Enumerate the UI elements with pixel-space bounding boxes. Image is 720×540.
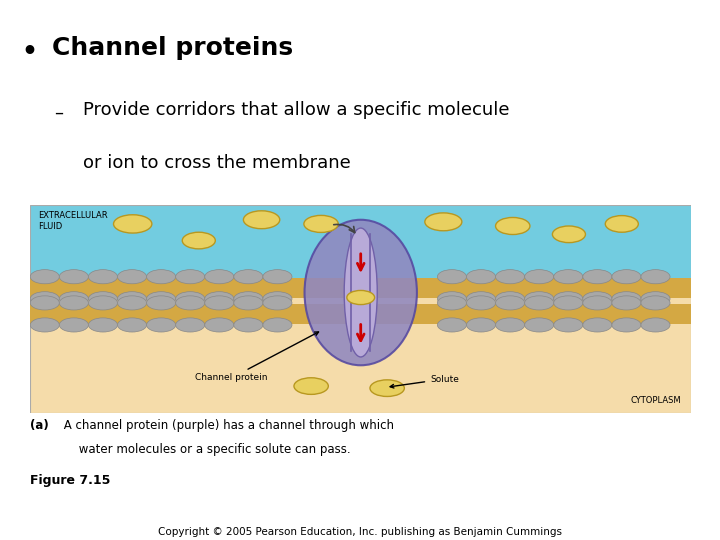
Ellipse shape (525, 296, 554, 310)
Polygon shape (30, 205, 691, 293)
Polygon shape (30, 304, 691, 323)
Ellipse shape (344, 228, 377, 357)
Ellipse shape (495, 269, 525, 284)
Ellipse shape (641, 296, 670, 310)
Ellipse shape (234, 296, 263, 310)
Ellipse shape (612, 296, 641, 310)
Ellipse shape (30, 296, 59, 310)
Ellipse shape (606, 215, 639, 232)
Ellipse shape (554, 292, 582, 306)
Ellipse shape (294, 378, 328, 394)
Ellipse shape (437, 269, 467, 284)
Text: or ion to cross the membrane: or ion to cross the membrane (83, 154, 351, 172)
Ellipse shape (89, 318, 117, 332)
Text: Channel protein: Channel protein (196, 332, 318, 382)
Ellipse shape (582, 292, 612, 306)
Ellipse shape (612, 292, 641, 306)
Ellipse shape (467, 292, 495, 306)
Ellipse shape (117, 292, 147, 306)
Ellipse shape (525, 269, 554, 284)
Ellipse shape (30, 269, 59, 284)
Ellipse shape (495, 296, 525, 310)
Ellipse shape (114, 215, 152, 233)
Ellipse shape (204, 318, 234, 332)
Text: Channel proteins: Channel proteins (52, 36, 293, 60)
Text: Copyright © 2005 Pearson Education, Inc. publishing as Benjamin Cummings: Copyright © 2005 Pearson Education, Inc.… (158, 527, 562, 537)
Ellipse shape (204, 296, 234, 310)
Ellipse shape (525, 318, 554, 332)
Ellipse shape (89, 292, 117, 306)
Ellipse shape (612, 269, 641, 284)
Ellipse shape (554, 318, 582, 332)
Ellipse shape (117, 269, 147, 284)
Ellipse shape (467, 296, 495, 310)
Ellipse shape (425, 213, 462, 231)
Ellipse shape (263, 296, 292, 310)
Ellipse shape (117, 318, 147, 332)
Text: –: – (54, 104, 63, 122)
Text: CYTOPLASM: CYTOPLASM (631, 396, 681, 405)
Text: water molecules or a specific solute can pass.: water molecules or a specific solute can… (60, 443, 351, 456)
Ellipse shape (59, 318, 89, 332)
Ellipse shape (641, 318, 670, 332)
Ellipse shape (467, 269, 495, 284)
Ellipse shape (147, 269, 176, 284)
Ellipse shape (552, 226, 585, 242)
Ellipse shape (234, 269, 263, 284)
Ellipse shape (554, 269, 582, 284)
Ellipse shape (176, 296, 204, 310)
Ellipse shape (263, 269, 292, 284)
Ellipse shape (467, 318, 495, 332)
Text: Figure 7.15: Figure 7.15 (30, 474, 111, 487)
Ellipse shape (495, 292, 525, 306)
Ellipse shape (582, 269, 612, 284)
Ellipse shape (437, 296, 467, 310)
Ellipse shape (612, 318, 641, 332)
Ellipse shape (305, 220, 417, 365)
Ellipse shape (304, 215, 338, 232)
Ellipse shape (147, 318, 176, 332)
Ellipse shape (30, 318, 59, 332)
Text: EXTRACELLULAR
FLUID: EXTRACELLULAR FLUID (38, 212, 108, 231)
Text: Solute: Solute (390, 375, 459, 388)
Text: (a): (a) (30, 419, 49, 432)
Polygon shape (30, 278, 691, 298)
Ellipse shape (89, 296, 117, 310)
Ellipse shape (59, 269, 89, 284)
Ellipse shape (176, 292, 204, 306)
Ellipse shape (437, 318, 467, 332)
Ellipse shape (204, 269, 234, 284)
Ellipse shape (176, 318, 204, 332)
Ellipse shape (147, 292, 176, 306)
Text: A channel protein (purple) has a channel through which: A channel protein (purple) has a channel… (60, 419, 394, 432)
Ellipse shape (582, 318, 612, 332)
Ellipse shape (59, 292, 89, 306)
Ellipse shape (89, 269, 117, 284)
Text: •: • (22, 40, 37, 64)
Ellipse shape (182, 232, 215, 249)
Ellipse shape (243, 211, 280, 229)
Ellipse shape (641, 269, 670, 284)
Ellipse shape (347, 291, 374, 305)
Ellipse shape (147, 296, 176, 310)
Ellipse shape (641, 292, 670, 306)
Ellipse shape (554, 296, 582, 310)
Ellipse shape (176, 269, 204, 284)
Ellipse shape (30, 292, 59, 306)
Ellipse shape (263, 318, 292, 332)
Ellipse shape (495, 218, 530, 234)
Ellipse shape (234, 318, 263, 332)
Polygon shape (30, 293, 691, 413)
Ellipse shape (437, 292, 467, 306)
Ellipse shape (370, 380, 405, 396)
Ellipse shape (263, 292, 292, 306)
Ellipse shape (204, 292, 234, 306)
Ellipse shape (495, 318, 525, 332)
Ellipse shape (59, 296, 89, 310)
Ellipse shape (117, 296, 147, 310)
Text: Provide corridors that allow a specific molecule: Provide corridors that allow a specific … (83, 100, 509, 119)
Ellipse shape (525, 292, 554, 306)
Ellipse shape (234, 292, 263, 306)
Ellipse shape (582, 296, 612, 310)
